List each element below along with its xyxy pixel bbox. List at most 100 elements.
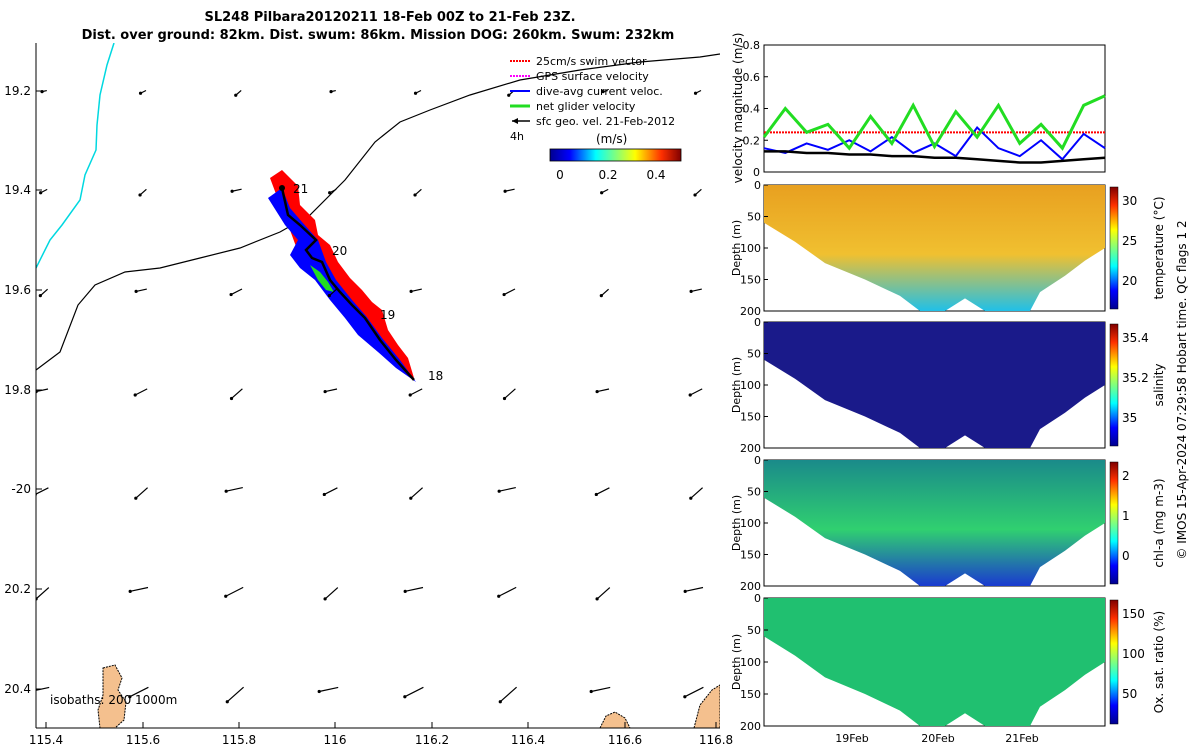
geo-arrow	[504, 388, 516, 399]
colorbar-tick-label: 150	[1122, 607, 1145, 621]
geo-arrow-head	[595, 389, 599, 394]
map-y-tick-label: 19.4	[4, 183, 31, 197]
depth-tick-label: 150	[740, 411, 761, 424]
depth-tick-label: 200	[740, 720, 761, 733]
geo-arrow	[499, 487, 516, 492]
colorbar-tick-label: 35.4	[1122, 331, 1149, 345]
colorbar-tick-label: 1	[1122, 509, 1130, 523]
geo-arrow-head	[413, 193, 417, 197]
depth-tick-label: 150	[740, 549, 761, 562]
colorbar-tick: 0.4	[646, 168, 665, 182]
map-y-ticks: 19.2 19.4 19.6 19.8 -20 20.2 20.4	[4, 84, 42, 696]
geo-arrow-head	[693, 193, 697, 197]
geo-arrow-head	[688, 393, 692, 397]
land-patch	[97, 664, 127, 728]
geo-arrow-head	[683, 695, 687, 699]
section-data-fill	[764, 598, 1105, 726]
map-x-tick-label: 116.6	[608, 733, 642, 747]
geo-arrow-head	[134, 496, 138, 500]
time-tick: 19Feb	[835, 732, 868, 745]
geo-arrow-head	[507, 93, 511, 97]
velocity-series	[762, 94, 1106, 164]
geo-arrow-head	[403, 695, 407, 699]
depth-tick-label: 150	[740, 688, 761, 701]
geo-arrow-head	[600, 191, 604, 195]
velocity-panel: 0 0.2 0.4 0.6 0.8 velocity magnitude (m/s)	[731, 33, 1106, 184]
depth-tick-label: 150	[740, 274, 761, 287]
depth-ylabel: Depth (m)	[730, 220, 743, 276]
figure-title-line1: SL248 Pilbara20120211 18-Feb 00Z to 21-F…	[204, 10, 575, 25]
geo-arrow	[690, 487, 703, 499]
geo-arrow-head	[327, 294, 331, 298]
depth-tick-label: 200	[740, 305, 761, 318]
colorbar-tick: 0.2	[598, 168, 617, 182]
velocity-series-line	[764, 150, 1106, 164]
geo-arrow	[129, 686, 149, 698]
geo-arrow-head	[328, 191, 332, 195]
velocity-y-ticks: 0 0.2 0.4 0.6 0.8	[743, 39, 768, 179]
geo-arrow	[410, 288, 422, 292]
map-y-tick-label: 19.8	[4, 383, 31, 397]
geo-arrow	[324, 587, 339, 600]
geo-arrow	[600, 288, 609, 297]
geo-arrow-head	[133, 393, 137, 397]
map-x-tick-label: 115.4	[29, 733, 63, 747]
map-x-tick-label: 116.2	[415, 733, 449, 747]
geo-arrow	[409, 388, 423, 396]
map-y-tick-label: 20.2	[4, 582, 31, 596]
isobath-note: isobaths: 200 1000m	[50, 693, 177, 707]
geo-arrow	[225, 586, 244, 597]
geo-arrow-head	[138, 193, 142, 197]
geo-arrow	[231, 388, 243, 399]
geo-arrow-head	[128, 695, 132, 699]
geo-arrow-head	[589, 689, 593, 694]
black-isobath-line	[36, 53, 720, 371]
figure-title-line2: Dist. over ground: 82km. Dist. swum: 86k…	[82, 28, 675, 43]
velocity-y-tick-label: 0.4	[743, 103, 761, 116]
section-colorbar	[1109, 461, 1119, 585]
geo-arrow	[324, 388, 338, 393]
geo-arrow-head	[689, 496, 693, 500]
geo-arrow-head	[502, 396, 507, 401]
section-panel: 0 50 100 150 200 Depth (m) 35.4 35.2 35 salinity	[730, 316, 1166, 455]
depth-tick-label: 50	[747, 486, 761, 499]
depth-tick-label: 0	[754, 316, 761, 329]
section-data-fill	[764, 460, 1105, 586]
legend-label: net glider velocity	[536, 100, 636, 113]
depth-tick-label: 100	[740, 242, 761, 255]
geo-arrow	[135, 288, 147, 292]
map-x-tick-label: 115.6	[126, 733, 160, 747]
depth-tick-label: 50	[747, 348, 761, 361]
legend-arrowhead	[512, 118, 518, 124]
depth-tick-label: 200	[740, 580, 761, 593]
geo-arrow-head	[683, 589, 687, 593]
velocity-axes	[763, 44, 1106, 173]
geo-arrow-head	[225, 700, 229, 704]
time-tick: 21Feb	[1005, 732, 1038, 745]
legend-label: 25cm/s swim vector	[536, 55, 647, 68]
glider-track	[280, 187, 415, 381]
depth-tick-label: 50	[747, 624, 761, 637]
geo-arrow	[226, 487, 243, 492]
velocity-ylabel: velocity magnitude (m/s)	[731, 33, 745, 184]
timestep-label: 4h	[510, 130, 524, 143]
map-y-tick-label: 19.6	[4, 283, 31, 297]
geo-arrow	[319, 686, 339, 693]
geo-arrow	[135, 487, 148, 499]
geo-arrow	[36, 587, 50, 600]
depth-tick-label: 200	[740, 442, 761, 455]
geo-velocity-arrows	[36, 89, 704, 704]
geo-arrow-head	[323, 597, 327, 601]
geo-arrow-head	[413, 91, 418, 95]
colorbar-tick: 0	[556, 168, 564, 182]
day-label: 20	[332, 244, 347, 258]
geo-arrow-head	[599, 294, 603, 298]
map-y-tick-label: 20.4	[4, 682, 31, 696]
geo-arrow-head	[329, 90, 333, 94]
geo-arrow	[134, 388, 148, 396]
colorbar-tick-label: 25	[1122, 234, 1137, 248]
geo-arrow-head	[134, 289, 138, 294]
